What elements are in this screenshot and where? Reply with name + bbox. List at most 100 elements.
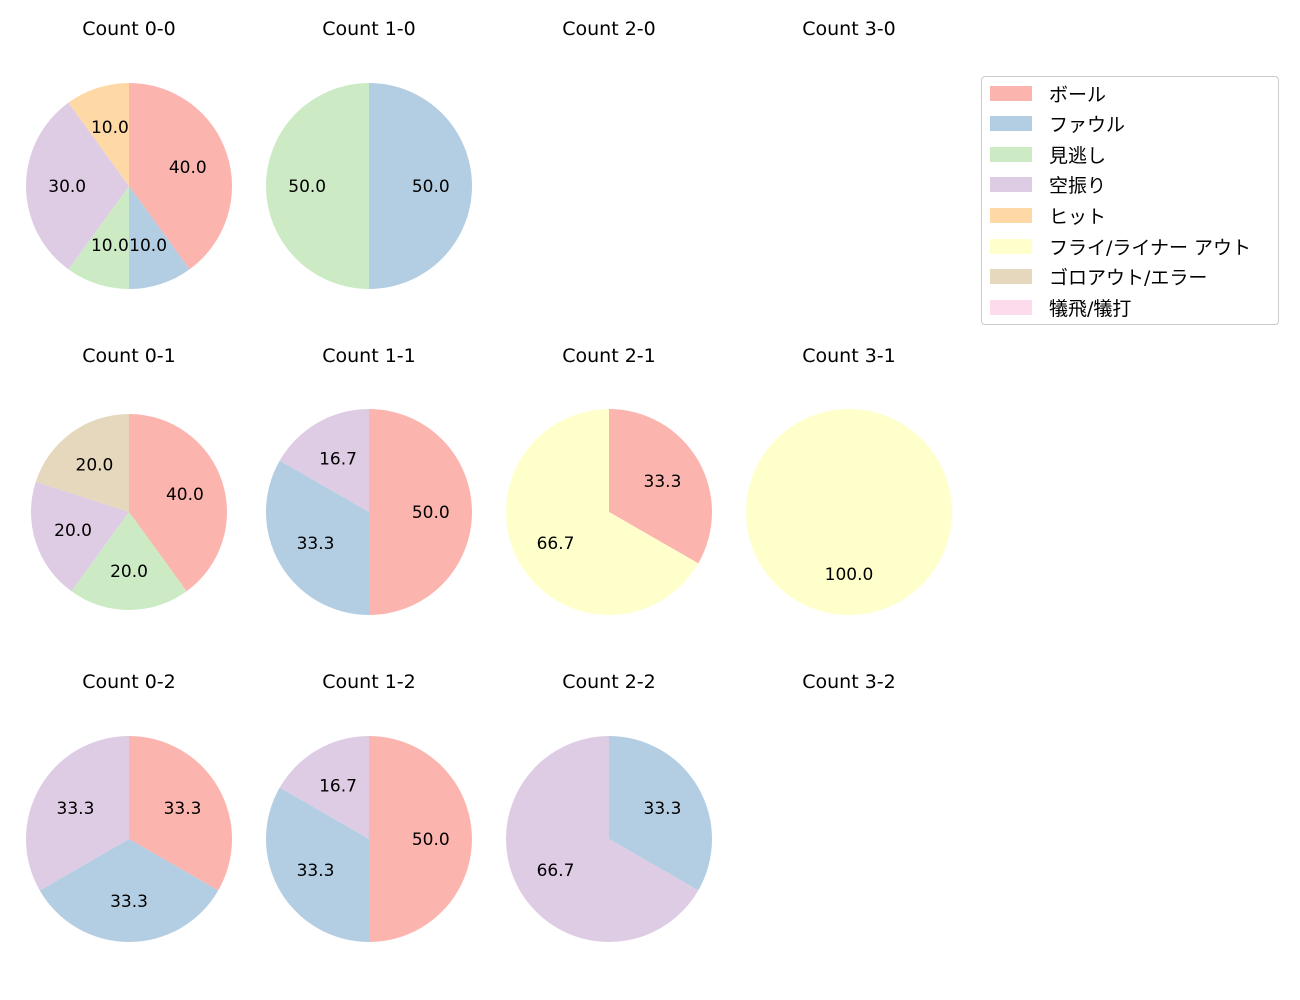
slice-label: 50.0 (288, 177, 326, 197)
slice-label: 50.0 (412, 503, 450, 523)
slice-label: 40.0 (166, 485, 204, 505)
pie-slice (609, 409, 712, 564)
legend: ボールファウル見逃し空振りヒットフライ/ライナー アウト ゴロアウト/エラー 犠飛/… (981, 76, 1279, 325)
slice-label: 33.3 (644, 472, 682, 492)
pie-title: Count 1-0 (322, 18, 416, 40)
pie-slice (26, 102, 130, 270)
pie-title: Count 1-1 (322, 345, 416, 367)
pie-chart: Count 0-1 40.0 20.0 20.0 20.0 (30, 345, 228, 611)
slice-label: 50.0 (412, 177, 450, 197)
pie-slice (129, 186, 190, 289)
legend-label: 見逃し (1049, 144, 1107, 167)
pie-title: Count 3-2 (802, 671, 896, 693)
slice-label: 66.7 (537, 534, 575, 554)
legend-item: 空振り (990, 174, 1107, 198)
pie-chart: Count 0-2 33.3 33.3 33.3 (26, 671, 232, 942)
legend-label: フライ/ライナー アウト (1049, 236, 1252, 259)
pie-title: Count 0-2 (82, 671, 176, 693)
slice-label: 20.0 (110, 562, 148, 582)
slice-label: 33.3 (110, 892, 148, 912)
pie-chart: Count 3-0 (802, 18, 896, 40)
pie-title: Count 2-0 (562, 18, 656, 40)
legend-swatch (990, 269, 1032, 285)
legend-label: ボール (1049, 83, 1107, 106)
legend-item: 犠飛/犠打 (990, 296, 1132, 320)
slice-label: 33.3 (297, 534, 335, 554)
legend-swatch (990, 85, 1032, 101)
pie-chart: Count 0-040.010.010.030.010.0 (26, 18, 232, 289)
pie-title: Count 0-1 (82, 345, 176, 367)
pie-slice (369, 409, 472, 615)
slice-label: 33.3 (164, 799, 202, 819)
legend-swatch (990, 146, 1032, 162)
pie-chart: Count 2-1 33.3 66.7 (506, 345, 712, 615)
legend-label: ゴロアウト/エラー (1049, 267, 1208, 290)
slice-label: 33.3 (57, 799, 95, 819)
pie-slice (71, 512, 187, 611)
slice-label: 16.7 (319, 777, 357, 797)
pie-slice (39, 839, 219, 942)
legend-item: フライ/ライナー アウト (990, 235, 1252, 259)
legend-label: ファウル (1049, 114, 1126, 137)
pie-title: Count 3-1 (802, 345, 896, 367)
slice-label: 40.0 (169, 158, 207, 178)
pie-slice (129, 414, 228, 592)
pie-title: Count 0-0 (82, 18, 176, 40)
pie-slice (266, 83, 369, 289)
slice-label: 30.0 (48, 177, 86, 197)
slice-label: 20.0 (76, 455, 114, 475)
pie-chart: Count 2-2 33.3 66.7 (506, 671, 712, 943)
pie-title: Count 2-1 (562, 345, 656, 367)
slice-label: 50.0 (412, 830, 450, 850)
pie-chart: Count 3-1 100.0 (746, 345, 952, 615)
legend-swatch (990, 177, 1032, 193)
slice-label: 10.0 (129, 236, 167, 256)
legend-label: 犠飛/犠打 (1049, 297, 1132, 320)
pie-title: Count 2-2 (562, 671, 656, 693)
pie-slice (369, 736, 472, 942)
pie-slice (68, 186, 129, 289)
pie-title: Count 1-2 (322, 671, 416, 693)
pie-chart: Count 1-2 50.0 33.3 16.7 (266, 671, 472, 942)
pie-slice (68, 83, 129, 186)
legend-item: ゴロアウト/エラー (990, 266, 1208, 290)
legend-label: ヒット (1049, 205, 1107, 228)
pie-slice (266, 787, 369, 942)
slice-label: 10.0 (91, 236, 129, 256)
legend-item: ファウル (990, 113, 1126, 137)
slice-label: 66.7 (537, 861, 575, 881)
slice-label: 33.3 (297, 861, 335, 881)
pie-title: Count 3-0 (802, 18, 896, 40)
legend-swatch (990, 116, 1032, 132)
pie-slice (369, 83, 472, 289)
legend-item: 見逃し (990, 143, 1107, 167)
legend-swatch (990, 207, 1032, 223)
legend-swatch (990, 299, 1032, 315)
pie-chart: Count 2-0 (562, 18, 656, 40)
legend-item: ヒット (990, 204, 1107, 228)
pie-slice (35, 414, 129, 512)
pie-slice (609, 736, 712, 891)
slice-label: 33.3 (644, 799, 682, 819)
legend-item: ボール (990, 82, 1107, 106)
slice-label: 100.0 (825, 565, 874, 585)
pie-slice (129, 83, 232, 270)
pie-slice (746, 409, 952, 615)
pie-slice (506, 409, 699, 615)
slice-label: 20.0 (54, 521, 92, 541)
pie-slice (26, 736, 130, 891)
pie-slice (279, 736, 369, 839)
pie-slice (30, 481, 129, 592)
slice-label: 16.7 (319, 450, 357, 470)
pie-slice (129, 736, 232, 891)
pie-chart: Count 1-1 50.0 33.3 16.7 (265, 345, 472, 615)
legend-label: 空振り (1049, 175, 1107, 198)
pie-slice (279, 409, 369, 512)
pie-chart: Count 1-0 50.0 50.0 (266, 18, 472, 289)
pie-chart: Count 3-2 (802, 671, 896, 693)
legend-swatch (990, 238, 1032, 254)
pie-slice (265, 460, 369, 615)
slice-label: 10.0 (91, 118, 129, 138)
pie-slice (506, 736, 699, 943)
